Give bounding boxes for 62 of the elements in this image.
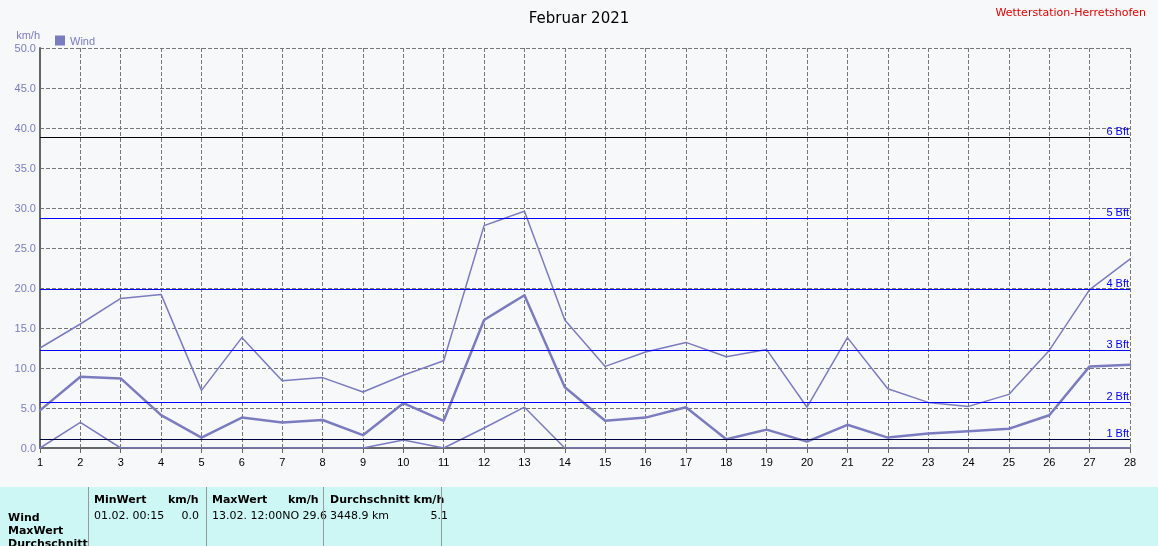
x-tick-label: 14 [558,455,571,468]
y-tick-label: 45.0 [14,82,36,94]
x-tick-label: 22 [881,455,894,468]
x-tick-label: 8 [319,455,326,468]
x-tick-label: 25 [1002,455,1016,468]
x-tick-label: 20 [800,455,814,468]
text: Wetterstation-Herretshofen [995,6,1146,19]
x-tick-label: 13 [518,455,531,468]
ref-line-label: 2 Bft [1106,389,1129,402]
y-axis-title: km/h [16,28,40,41]
text: 3448.9 km [330,509,390,522]
y-tick-label: 15.0 [14,322,36,334]
y-tick-label: 10.0 [14,362,36,374]
text: 01.02. 00:15 [94,509,165,522]
x-tick-label: 24 [962,455,975,468]
x-tick-label: 4 [158,455,165,468]
x-tick-label: 2 [77,455,84,468]
x-tick-label: 16 [639,455,652,468]
ref-line-label: 6 Bft [1106,125,1129,138]
x-tick-label: 19 [760,455,773,468]
x-tick-label: 9 [359,455,367,468]
x-tick-label: 15 [599,455,612,468]
y-tick-label: 40.0 [14,122,36,134]
x-tick-label: 6 [238,455,245,468]
x-tick-label: 27 [1083,455,1096,468]
text: MaxWert [212,493,268,506]
text: MaxWert [8,524,64,537]
line-series [39,210,1131,408]
y-tick-label: 50.0 [14,42,36,54]
ref-line-label: 3 Bft [1106,337,1129,350]
x-tick-label: 11 [437,455,450,468]
y-tick-label: 5.0 [20,402,36,414]
text: Wind [8,511,40,524]
x-tick-label: 23 [922,455,935,468]
x-tick-label: 26 [1043,455,1056,468]
text: km/h [168,493,199,506]
chart-title: Februar 2021 [528,8,630,27]
x-tick-label: 3 [117,455,124,468]
y-tick-label: 25.0 [14,242,36,254]
y-tick-label: 20.0 [14,282,36,294]
line-series [38,293,1132,443]
x-tick-label: 10 [397,455,410,468]
y-tick-label: 0.0 [20,442,36,454]
x-tick-label: 28 [1123,455,1137,468]
x-tick-label: 17 [679,455,693,468]
text: 0.0 [181,509,199,522]
ref-line-label: 1 Bft [1106,426,1129,439]
legend-label: Wind [70,34,96,47]
y-tick-label: 30.0 [14,202,36,214]
x-tick-label: 1 [36,455,44,468]
x-tick-label: 5 [198,455,205,468]
x-tick-label: 7 [279,455,286,468]
x-tick-label: 12 [477,455,491,468]
x-tick-label: 21 [841,455,854,468]
text: 5.1 [430,509,448,522]
text: MinWert [94,493,147,506]
text: km/h [288,493,319,506]
text: Durchschnitt km/h [330,493,445,506]
ref-line-label: 4 Bft [1106,277,1129,290]
x-tick-label: 18 [720,455,733,468]
y-tick-label: 35.0 [14,162,36,174]
ref-line-label: 5 Bft [1106,205,1129,218]
